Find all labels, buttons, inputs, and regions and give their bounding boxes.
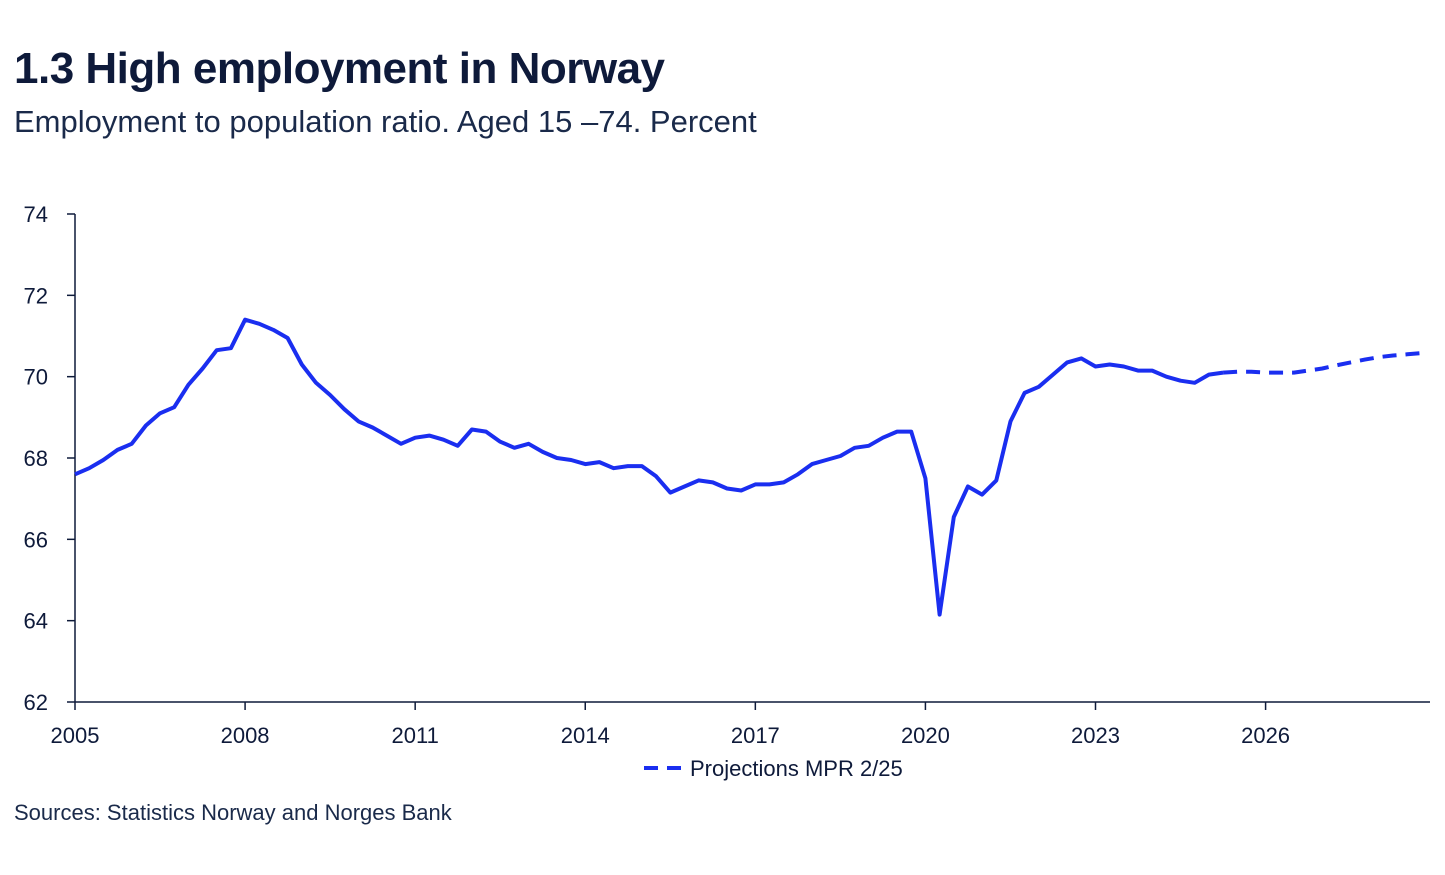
x-tick-label: 2005: [51, 723, 100, 748]
y-tick-label: 62: [24, 690, 48, 715]
y-tick-label: 64: [24, 609, 48, 634]
legend: Projections MPR 2/25: [644, 756, 903, 781]
x-tick-label: 2020: [901, 723, 950, 748]
actual-series-line: [74, 317, 1224, 617]
x-tick-label: 2014: [561, 723, 610, 748]
x-tick-label: 2011: [392, 723, 439, 748]
x-tick-label: 2017: [731, 723, 780, 748]
projection-series-line: [1222, 351, 1422, 375]
y-tick-label: 66: [24, 527, 48, 552]
chart-title: 1.3 High employment in Norway: [14, 44, 665, 93]
y-tick-label: 72: [24, 283, 48, 308]
legend-label: Projections MPR 2/25: [690, 756, 903, 781]
x-tick-label: 2026: [1241, 723, 1290, 748]
chart-subtitle: Employment to population ratio. Aged 15 …: [14, 104, 757, 139]
y-axis: 62 64 66 68 70 72 74: [24, 202, 76, 715]
y-tick-label: 70: [24, 365, 48, 390]
y-tick-label: 68: [24, 446, 48, 471]
series-layer: [74, 317, 1422, 617]
y-tick-label: 74: [24, 202, 48, 227]
x-axis: 2005 2008 2011 2014 2017 2020 2023 2026: [51, 701, 1430, 748]
sources-note: Sources: Statistics Norway and Norges Ba…: [14, 800, 452, 825]
x-tick-label: 2008: [221, 723, 270, 748]
x-tick-label: 2023: [1071, 723, 1120, 748]
